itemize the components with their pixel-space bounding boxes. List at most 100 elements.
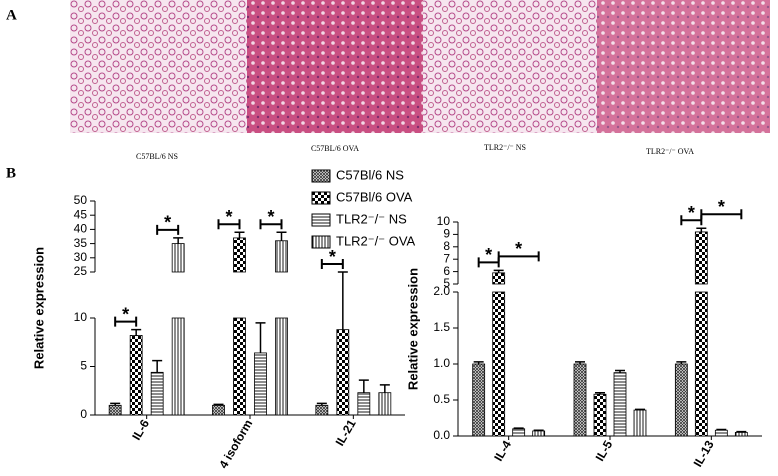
bar (171, 243, 185, 273)
error-bar (533, 429, 544, 431)
bar (212, 404, 225, 416)
legend-label: C57Bl/6 NS (336, 167, 404, 182)
bar (315, 404, 329, 416)
bar (233, 237, 246, 273)
bar (694, 231, 708, 285)
y-tick-label: 8 (443, 239, 450, 253)
y-tick-label: 0.5 (433, 392, 450, 406)
significance-star: * (122, 304, 129, 324)
bar (734, 431, 748, 437)
bar (233, 317, 246, 416)
y-axis-label: Relative expression (405, 268, 420, 390)
histology-image (423, 0, 597, 133)
legend-label: TLR2⁻/⁻ NS (336, 211, 407, 226)
bar (275, 240, 288, 273)
bar (129, 335, 143, 416)
y-tick-label: 5 (80, 359, 87, 373)
caption: TLR2⁻/⁻ OVA (646, 147, 694, 156)
y-tick-label: 9 (443, 227, 450, 241)
error-bar (337, 271, 348, 330)
significance-bracket (217, 219, 241, 230)
y-tick-label: 10 (437, 214, 451, 228)
y-tick-label: 10 (74, 310, 88, 324)
significance-bracket (700, 209, 743, 220)
x-tick-label: IL-6 (129, 417, 152, 443)
y-tick-label: 30 (74, 250, 88, 264)
error-bar (575, 361, 585, 364)
histology-image (70, 0, 247, 133)
bar (336, 329, 350, 416)
error-bar (255, 322, 266, 353)
significance-star: * (515, 239, 522, 259)
error-bar (615, 369, 625, 373)
y-tick-label: 25 (74, 264, 88, 278)
y-axis-label: Relative expression (31, 247, 46, 369)
bar (275, 317, 288, 416)
error-bar (736, 430, 747, 433)
error-bar (316, 402, 327, 406)
legend-label: C57Bl/6 OVA (336, 189, 413, 204)
y-tick-label: 50 (74, 193, 88, 207)
error-bar (358, 379, 369, 393)
error-bar (152, 359, 163, 373)
y-tick-label: 1.0 (433, 356, 450, 370)
error-bar (513, 427, 524, 429)
y-tick-label: 35 (74, 236, 88, 250)
y-tick-label: 7 (443, 251, 450, 265)
significance-bracket (497, 251, 540, 262)
error-bar (234, 231, 245, 238)
y-tick-label: 5 (443, 276, 450, 290)
x-tick-label: IL-5 (593, 438, 616, 464)
significance-bracket (320, 259, 344, 269)
bar (492, 272, 506, 285)
significance-star: * (718, 197, 725, 217)
significance-star: * (164, 213, 171, 233)
error-bar (676, 361, 687, 364)
bar (492, 291, 506, 437)
significance-star: * (329, 247, 336, 267)
x-tick-label: IL-13 (691, 438, 717, 470)
bar (171, 317, 185, 416)
x-tick-label: IL-21 (333, 417, 359, 449)
error-bar (213, 403, 224, 406)
legend-swatch (311, 169, 331, 183)
caption: C57BL/6 OVA (311, 144, 359, 153)
x-tick-label: IL-4 (491, 438, 514, 464)
bar (573, 363, 587, 437)
bar (378, 392, 392, 416)
bar (254, 352, 267, 416)
error-bar (173, 237, 184, 244)
bar (512, 428, 526, 437)
error-bar (473, 361, 484, 364)
error-bar (635, 408, 645, 411)
significance-star: * (485, 245, 492, 265)
caption: C57BL/6 NS (136, 152, 178, 161)
significance-star: * (225, 207, 232, 227)
y-tick-label: 40 (74, 222, 88, 236)
bar (714, 429, 728, 437)
legend-label: TLR2⁻/⁻ OVA (336, 233, 416, 248)
bar (150, 371, 164, 416)
error-bar (595, 392, 605, 395)
error-bar (696, 227, 707, 232)
panel-label: B (6, 165, 16, 181)
bar (472, 363, 486, 437)
y-tick-label: 1.5 (433, 320, 450, 334)
bar (674, 363, 688, 437)
bar (613, 372, 627, 437)
bar (357, 392, 371, 416)
legend-swatch (311, 191, 331, 205)
bar (108, 404, 122, 416)
error-bar (716, 428, 727, 431)
caption: TLR2⁻/⁻ NS (484, 143, 526, 152)
histology-image (597, 0, 770, 133)
y-tick-label: 6 (443, 264, 450, 278)
significance-bracket (114, 316, 138, 327)
histology-image (247, 0, 423, 133)
error-bar (379, 384, 390, 393)
y-tick-label: 45 (74, 207, 88, 221)
error-bar (276, 231, 287, 241)
bar (633, 409, 647, 437)
y-tick-label: 0 (80, 407, 87, 421)
